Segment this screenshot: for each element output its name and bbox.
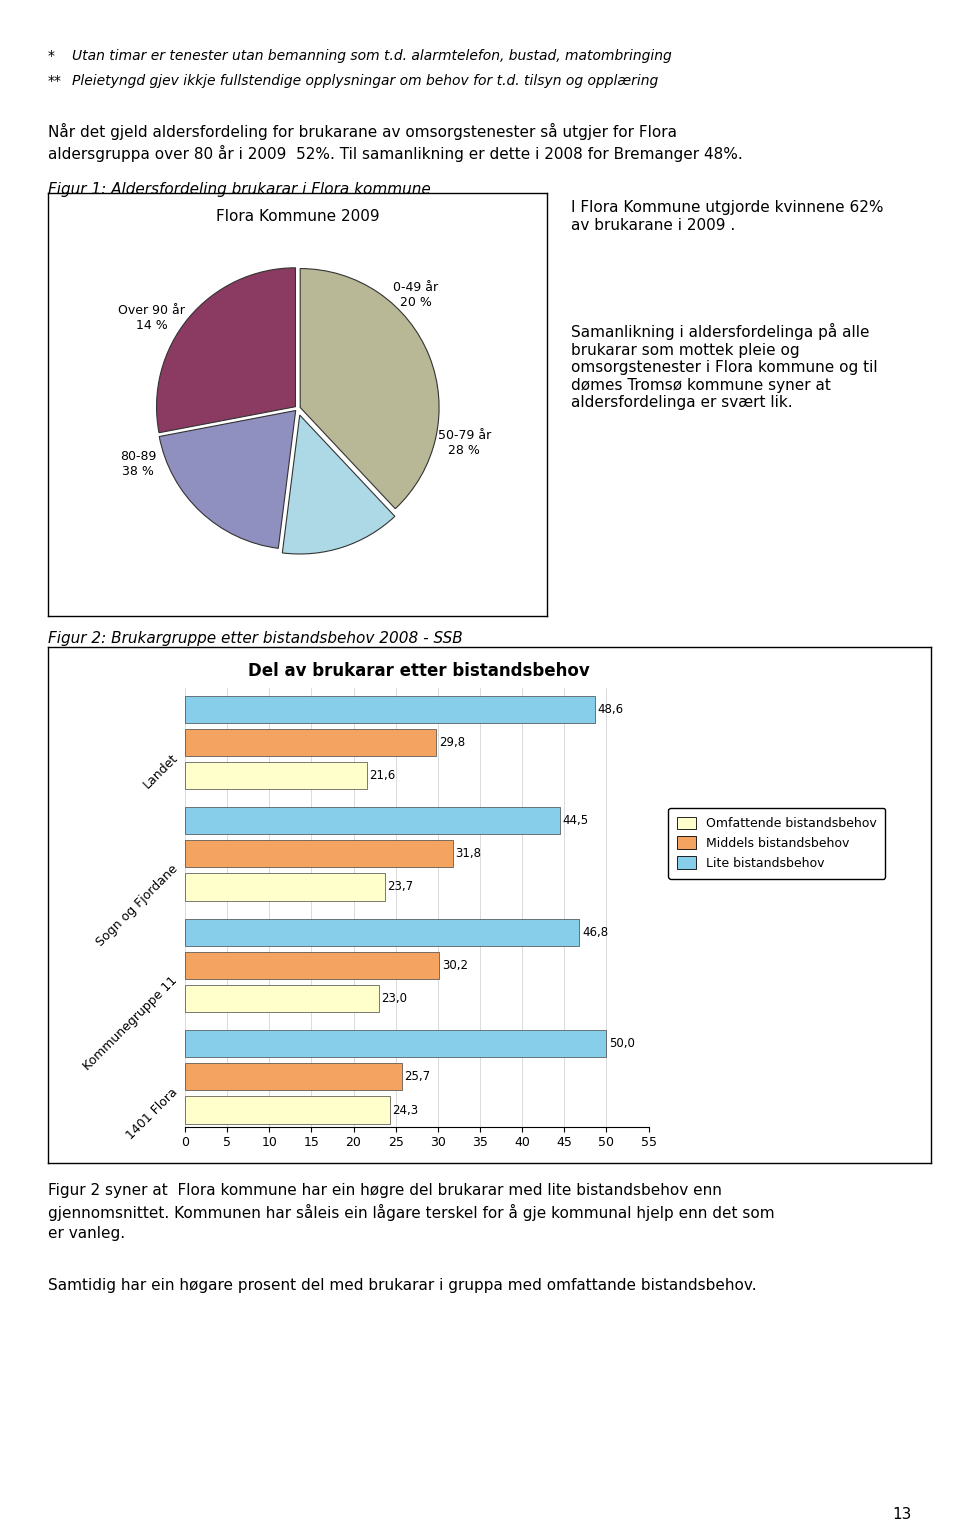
- Wedge shape: [300, 268, 439, 508]
- Bar: [185, 807, 560, 835]
- Wedge shape: [282, 416, 395, 554]
- Bar: [185, 1096, 390, 1124]
- Text: Samtidig har ein høgare prosent del med brukarar i gruppa med omfattande bistand: Samtidig har ein høgare prosent del med …: [48, 1278, 756, 1294]
- Text: Flora Kommune 2009: Flora Kommune 2009: [216, 209, 379, 225]
- Text: 50-79 år
28 %: 50-79 år 28 %: [438, 430, 491, 457]
- Legend: Omfattende bistandsbehov, Middels bistandsbehov, Lite bistandsbehov: Omfattende bistandsbehov, Middels bistan…: [668, 808, 885, 879]
- Text: 50,0: 50,0: [609, 1038, 635, 1050]
- Bar: [185, 728, 436, 756]
- Text: gjennomsnittet. Kommunen har såleis ein lågare terskel for å gje kommunal hjelp : gjennomsnittet. Kommunen har såleis ein …: [48, 1204, 775, 1221]
- Text: Samanlikning i aldersfordelinga på alle
brukarar som mottek pleie og
omsorgstene: Samanlikning i aldersfordelinga på alle …: [571, 323, 877, 410]
- Bar: [185, 762, 367, 788]
- Text: 25,7: 25,7: [404, 1070, 430, 1083]
- Text: 23,0: 23,0: [381, 992, 407, 1006]
- Text: Pleietyngd gjev ikkje fullstendige opplysningar om behov for t.d. tilsyn og oppl: Pleietyngd gjev ikkje fullstendige opply…: [72, 74, 659, 88]
- Text: 0-49 år
20 %: 0-49 år 20 %: [393, 280, 438, 308]
- Wedge shape: [156, 268, 296, 433]
- Text: **: **: [48, 74, 62, 88]
- Text: 30,2: 30,2: [442, 959, 468, 972]
- Text: Figur 2 syner at  Flora kommune har ein høgre del brukarar med lite bistandsbeho: Figur 2 syner at Flora kommune har ein h…: [48, 1183, 722, 1198]
- Bar: [185, 873, 385, 901]
- Text: Over 90 år
14 %: Over 90 år 14 %: [118, 305, 185, 333]
- Text: Del av brukarar etter bistandsbehov: Del av brukarar etter bistandsbehov: [248, 662, 589, 681]
- Bar: [185, 1063, 401, 1090]
- Text: *: *: [48, 49, 55, 63]
- Bar: [185, 841, 453, 867]
- Text: 44,5: 44,5: [563, 815, 588, 827]
- Text: er vanleg.: er vanleg.: [48, 1226, 125, 1241]
- Text: 21,6: 21,6: [370, 768, 396, 782]
- Text: Figur 1: Aldersfordeling brukarar i Flora kommune: Figur 1: Aldersfordeling brukarar i Flor…: [48, 182, 431, 197]
- Text: I Flora Kommune utgjorde kvinnene 62%
av brukarane i 2009 .: I Flora Kommune utgjorde kvinnene 62% av…: [571, 200, 884, 233]
- Text: Når det gjeld aldersfordeling for brukarane av omsorgstenester så utgjer for Flo: Når det gjeld aldersfordeling for brukar…: [48, 123, 677, 140]
- Wedge shape: [159, 411, 296, 548]
- Text: 29,8: 29,8: [439, 736, 465, 748]
- Bar: [185, 1030, 607, 1058]
- Text: 80-89
38 %: 80-89 38 %: [120, 450, 156, 477]
- Bar: [185, 986, 379, 1012]
- Text: 31,8: 31,8: [455, 847, 482, 861]
- Text: 48,6: 48,6: [597, 702, 623, 716]
- Text: 46,8: 46,8: [582, 926, 608, 939]
- Text: Figur 2: Brukargruppe etter bistandsbehov 2008 - SSB: Figur 2: Brukargruppe etter bistandsbeho…: [48, 631, 463, 647]
- Bar: [185, 696, 594, 722]
- Text: Utan timar er tenester utan bemanning som t.d. alarmtelefon, bustad, matombringi: Utan timar er tenester utan bemanning so…: [72, 49, 672, 63]
- Text: aldersgruppa over 80 år i 2009  52%. Til samanlikning er dette i 2008 for Breman: aldersgruppa over 80 år i 2009 52%. Til …: [48, 145, 743, 162]
- Bar: [185, 919, 580, 946]
- Text: 23,7: 23,7: [387, 881, 414, 893]
- Text: 13: 13: [893, 1506, 912, 1522]
- Text: 24,3: 24,3: [393, 1104, 419, 1116]
- Bar: [185, 952, 440, 979]
